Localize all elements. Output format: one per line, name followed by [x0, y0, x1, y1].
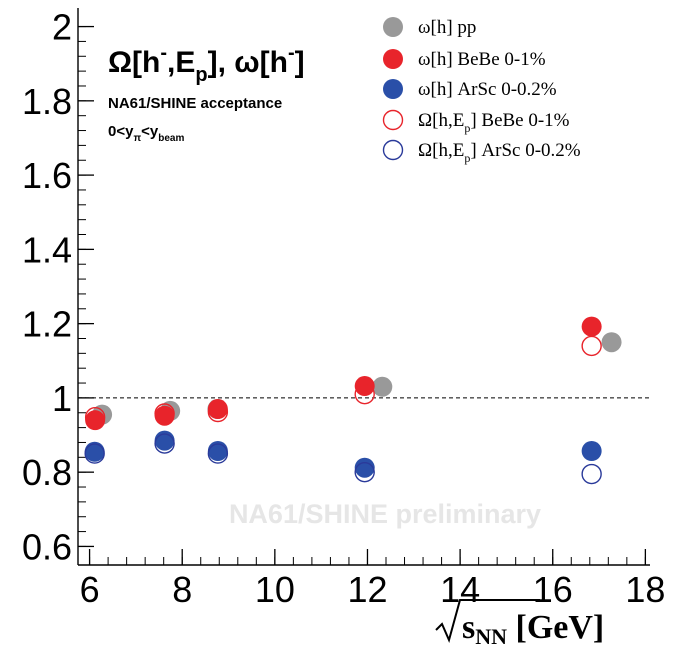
point-s3-4 [581, 335, 602, 357]
legend-marker-bebe-Omega [382, 109, 404, 131]
y-tick-label: 1.2 [22, 304, 72, 345]
x-tick-label: 16 [533, 569, 573, 610]
point-s0-3 [372, 376, 393, 397]
point-s2-0 [84, 441, 105, 462]
legend-item-arsc-omega: ω[h] ArSc 0-0.2% [383, 79, 557, 100]
y-tick-label: 1.8 [22, 81, 72, 122]
point-s1-3 [354, 376, 375, 397]
y-tick-label: 1.4 [22, 229, 72, 270]
point-s3-3 [354, 383, 375, 405]
legend-marker-bebe-omega [383, 49, 403, 69]
legend: ω[h] pp ω[h] BeBe 0-1% ω[h] ArSc 0-0.2% … [382, 17, 581, 165]
x-axis-label: sNN [GeV] [435, 599, 604, 649]
point-s4-3 [354, 461, 375, 483]
point-s4-1 [154, 433, 175, 454]
y-tick-label: 1.6 [22, 155, 72, 196]
legend-marker-arsc-Omega [382, 139, 404, 161]
chart-title: Ω[h-,Ep], ω[h-] [108, 42, 305, 86]
point-s4-0 [84, 443, 105, 464]
legend-item-pp: ω[h] pp [383, 17, 476, 38]
watermark-text: NA61/SHINE preliminary [229, 499, 541, 529]
point-s4-2 [207, 443, 229, 464]
legend-label-bebe-omega: ω[h] BeBe 0-1% [418, 49, 546, 70]
watermark-group: NA61/SHINE preliminary [229, 499, 541, 529]
legend-label-bebe-Omega: Ω[h,Ep] BeBe 0-1% [418, 110, 570, 135]
point-s1-4 [581, 316, 602, 337]
x-tick-label: 14 [440, 569, 480, 610]
x-tick-label: 18 [625, 569, 665, 610]
point-s3-0 [84, 407, 106, 428]
legend-label-arsc-Omega: Ω[h,Ep] ArSc 0-0.2% [418, 140, 581, 165]
y-tick-label: 1 [52, 378, 72, 419]
cut-label: 0<yπ<ybeam [108, 123, 184, 144]
point-s1-1 [154, 405, 175, 426]
point-s2-4 [581, 441, 602, 462]
point-s2-3 [354, 457, 375, 478]
point-s3-2 [207, 401, 229, 423]
legend-item-bebe-omega: ω[h] BeBe 0-1% [383, 49, 546, 70]
y-tick-label: 2 [52, 7, 72, 48]
sqrt-symbol [435, 599, 540, 643]
title-block: Ω[h-,Ep], ω[h-] NA61/SHINE acceptance 0<… [108, 42, 305, 144]
data-points-group [84, 316, 622, 485]
y-tick-label: 0.6 [22, 526, 72, 567]
x-axis-label-text: sNN [GeV] [462, 609, 604, 649]
point-s4-4 [581, 463, 602, 485]
legend-marker-arsc-omega [383, 79, 403, 99]
legend-item-arsc-Omega: Ω[h,Ep] ArSc 0-0.2% [382, 139, 581, 165]
legend-label-pp: ω[h] pp [418, 17, 476, 38]
legend-item-bebe-Omega: Ω[h,Ep] BeBe 0-1% [382, 109, 570, 135]
x-tick-label: 6 [80, 569, 100, 610]
x-tick-label: 10 [255, 569, 295, 610]
x-tick-label: 12 [347, 569, 387, 610]
chart-subtitle: NA61/SHINE acceptance [108, 95, 282, 112]
legend-marker-pp [383, 17, 403, 37]
point-s3-1 [154, 403, 175, 424]
x-tick-label: 8 [172, 569, 192, 610]
y-tick-label: 0.8 [22, 452, 72, 493]
ticks-group: 0.6 0.8 1 1.2 1.4 1.6 1.8 2 6 8 10 12 14 16 18 [22, 7, 665, 610]
point-s0-4 [601, 332, 622, 353]
legend-label-arsc-omega: ω[h] ArSc 0-0.2% [418, 79, 557, 100]
